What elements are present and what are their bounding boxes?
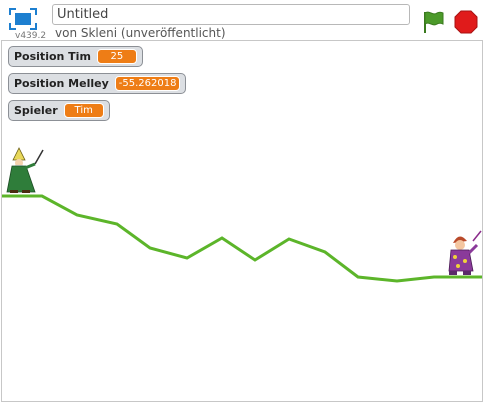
stop-button[interactable] — [454, 10, 478, 34]
monitor-value: Tim — [63, 103, 104, 118]
author-byline: von Skleni (unveröffentlicht) — [55, 26, 226, 40]
monitor-value: -55.262018 — [114, 76, 181, 91]
stage[interactable]: Position Tim 25 Position Melley -55.2620… — [1, 40, 483, 402]
player-header: v439.2 von Skleni (unveröffentlicht) — [0, 0, 485, 41]
monitor-label: Spieler — [14, 104, 58, 117]
fullscreen-button[interactable] — [9, 8, 37, 30]
monitor-position-melley[interactable]: Position Melley -55.262018 — [8, 73, 187, 94]
monitor-position-tim[interactable]: Position Tim 25 — [8, 46, 143, 67]
fullscreen-icon — [9, 8, 37, 30]
stop-icon — [454, 10, 478, 34]
monitor-value: 25 — [96, 49, 137, 64]
jester-sprite[interactable] — [448, 230, 482, 275]
green-flag-icon — [424, 11, 444, 33]
wizard-sprite[interactable] — [6, 147, 44, 193]
monitor-spieler[interactable]: Spieler Tim — [8, 100, 110, 121]
monitor-label: Position Tim — [14, 50, 91, 63]
project-title-input[interactable] — [52, 4, 410, 25]
monitor-label: Position Melley — [14, 77, 109, 90]
race-track — [2, 147, 482, 283]
version-label: v439.2 — [15, 31, 47, 41]
green-flag-button[interactable] — [420, 9, 446, 35]
